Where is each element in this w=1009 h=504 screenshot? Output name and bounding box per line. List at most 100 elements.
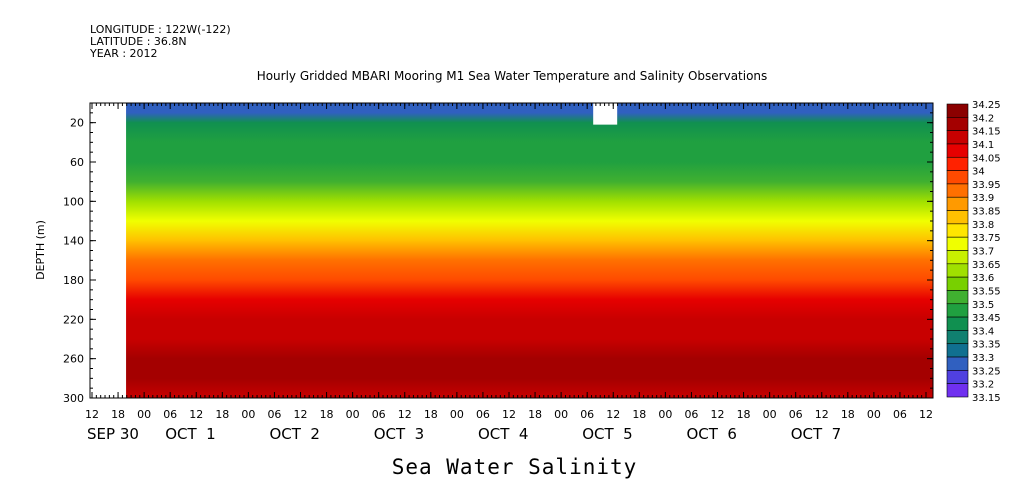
colorbar-swatch	[946, 290, 969, 305]
x-day-label: OCT 6	[686, 425, 737, 443]
x-hour-label: 18	[841, 408, 855, 421]
colorbar-swatch	[946, 117, 969, 131]
colorbar-swatch	[946, 103, 969, 118]
x-hour-label: 12	[189, 408, 203, 421]
x-hour-label: 12	[711, 408, 725, 421]
x-hour-label: 00	[346, 408, 360, 421]
x-hour-label: 06	[267, 408, 281, 421]
colorbar-label: 33.35	[972, 340, 1001, 351]
x-hour-label: 00	[450, 408, 464, 421]
x-hour-label: 12	[294, 408, 308, 421]
colorbar-swatch	[946, 356, 969, 371]
x-hour-label: 00	[867, 408, 881, 421]
colorbar-swatch	[946, 156, 969, 171]
x-hour-label: 12	[606, 408, 620, 421]
colorbar-label: 33.3	[972, 353, 994, 364]
missing-data-region	[593, 103, 618, 125]
colorbar-label: 33.15	[972, 393, 1001, 404]
x-hour-label: 12	[85, 408, 99, 421]
colorbar-legend: 34.25 34.2 34.15 34.1 34.05 34 33.95 33.9 33.85 3…	[946, 100, 1001, 404]
x-hour-label: 18	[215, 408, 229, 421]
x-day-label: OCT 4	[478, 425, 529, 443]
x-hour-label: 06	[476, 408, 490, 421]
x-hour-label: 00	[763, 408, 777, 421]
colorbar-label: 33.6	[972, 273, 994, 284]
x-hour-label: 06	[163, 408, 177, 421]
colorbar-label: 33.75	[972, 233, 1001, 244]
colorbar-label: 33.85	[972, 207, 1001, 218]
y-axis-label: DEPTH (m)	[34, 220, 47, 280]
colorbar-swatch	[946, 236, 969, 251]
colorbar-swatch	[946, 250, 969, 265]
y-tick-label: 100	[63, 195, 84, 208]
y-tick-label: 60	[70, 156, 84, 169]
colorbar-label: 34	[972, 167, 985, 178]
colorbar-label: 33.8	[972, 220, 994, 231]
colorbar-label: 33.4	[972, 326, 994, 337]
x-axis-label: Sea Water Salinity	[391, 455, 638, 479]
colorbar-swatch	[946, 316, 969, 331]
colorbar-label: 34.15	[972, 127, 1001, 138]
x-axis: 12 18 00 06 12 18 00 06 12 18 00 06 12 18 00 06 12 18 00 06…	[85, 103, 933, 443]
colorbar-swatch	[946, 143, 969, 158]
x-hour-label: 12	[398, 408, 412, 421]
x-hour-label: 18	[528, 408, 542, 421]
colorbar-swatch	[946, 170, 969, 185]
y-tick-label: 300	[63, 392, 84, 405]
colorbar-label: 34.2	[972, 113, 994, 124]
x-hour-label: 00	[554, 408, 568, 421]
x-hour-label: 18	[632, 408, 646, 421]
x-day-label: OCT 7	[791, 425, 842, 443]
x-day-label: SEP 30	[87, 425, 139, 443]
x-hour-label: 06	[789, 408, 803, 421]
x-hour-label: 00	[241, 408, 255, 421]
colorbar-label: 33.5	[972, 300, 994, 311]
salinity-field	[90, 103, 933, 398]
x-hour-label: 06	[372, 408, 386, 421]
colorbar-swatch	[946, 330, 969, 345]
colorbar-label: 33.55	[972, 286, 1001, 297]
colorbar-swatch	[946, 370, 969, 384]
colorbar-swatch	[946, 196, 969, 211]
colorbar-label: 34.1	[972, 140, 994, 151]
colorbar-label: 33.65	[972, 260, 1001, 271]
colorbar-label: 33.7	[972, 247, 994, 258]
colorbar-label: 33.2	[972, 380, 994, 391]
longitude-label: LONGITUDE : 122W(-122)	[90, 23, 231, 36]
colorbar-swatch	[946, 183, 969, 198]
missing-data-region	[90, 103, 127, 398]
x-hour-label: 06	[684, 408, 698, 421]
y-tick-label: 180	[63, 274, 84, 287]
y-tick-label: 20	[70, 117, 84, 130]
x-hour-label: 18	[320, 408, 334, 421]
colorbar-label: 33.45	[972, 313, 1001, 324]
colorbar-swatch	[946, 210, 969, 225]
x-hour-label: 00	[137, 408, 151, 421]
y-tick-label: 260	[63, 353, 84, 366]
y-tick-label: 140	[63, 235, 84, 248]
colorbar-swatch	[946, 343, 969, 358]
x-hour-label: 00	[658, 408, 672, 421]
chart-title: Hourly Gridded MBARI Mooring M1 Sea Wate…	[256, 69, 768, 83]
x-day-label: OCT 1	[165, 425, 216, 443]
colorbar-label: 33.25	[972, 366, 1001, 377]
x-hour-label: 12	[919, 408, 933, 421]
colorbar-swatch	[946, 223, 969, 238]
x-hour-label: 12	[815, 408, 829, 421]
colorbar-swatch	[946, 130, 969, 145]
colorbar-swatch	[946, 383, 969, 398]
x-hour-label: 18	[737, 408, 751, 421]
colorbar-swatch	[946, 303, 969, 318]
x-hour-label: 18	[424, 408, 438, 421]
x-day-label: OCT 2	[269, 425, 320, 443]
x-hour-label: 18	[111, 408, 125, 421]
colorbar-label: 33.95	[972, 180, 1001, 191]
x-hour-label: 06	[580, 408, 594, 421]
x-day-label: OCT 5	[582, 425, 633, 443]
latitude-label: LATITUDE : 36.8N	[90, 35, 187, 48]
y-axis: 20 60 100 140 180 220 260 300	[63, 102, 933, 405]
colorbar-label: 33.9	[972, 193, 994, 204]
colorbar-label: 34.25	[972, 100, 1001, 111]
plot-area	[90, 103, 933, 398]
